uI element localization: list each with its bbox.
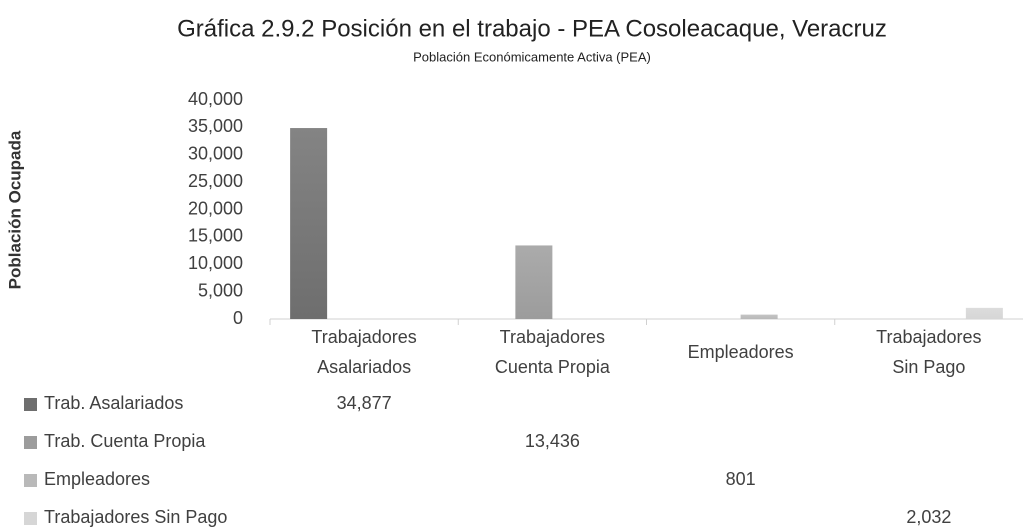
bar — [740, 314, 778, 319]
chart-subtitle: Población Económicamente Activa (PEA) — [413, 49, 651, 64]
table-value: 34,877 — [337, 393, 392, 413]
bar — [290, 128, 328, 319]
bar — [515, 245, 553, 319]
table-value: 13,436 — [525, 431, 580, 451]
y-tick-label: 15,000 — [188, 226, 243, 246]
y-tick-label: 20,000 — [188, 198, 243, 218]
x-tick-label: Trabajadores — [876, 327, 981, 347]
x-tick-label: Sin Pago — [892, 357, 965, 377]
legend-label: Trabajadores Sin Pago — [44, 507, 227, 527]
legend-swatch — [24, 512, 37, 525]
x-tick-label: Asalariados — [317, 357, 411, 377]
chart-title: Gráfica 2.9.2 Posición en el trabajo - P… — [177, 15, 887, 42]
bar — [965, 307, 1003, 319]
legend-label: Trab. Cuenta Propia — [44, 431, 206, 451]
x-tick-label: Trabajadores — [311, 327, 416, 347]
legend-label: Empleadores — [44, 469, 150, 489]
x-tick-label: Trabajadores — [500, 327, 605, 347]
x-tick-label: Cuenta Propia — [495, 357, 611, 377]
y-tick-label: 0 — [233, 308, 243, 328]
y-tick-label: 30,000 — [188, 144, 243, 164]
table-value: 801 — [726, 469, 756, 489]
legend-swatch — [24, 436, 37, 449]
y-tick-label: 25,000 — [188, 171, 243, 191]
legend-label: Trab. Asalariados — [44, 393, 183, 413]
y-tick-label: 35,000 — [188, 116, 243, 136]
legend-swatch — [24, 398, 37, 411]
x-tick-label: Empleadores — [688, 342, 794, 362]
y-axis-label: Población Ocupada — [5, 130, 24, 289]
legend-swatch — [24, 474, 37, 487]
y-tick-label: 40,000 — [188, 89, 243, 109]
table-value: 2,032 — [906, 507, 951, 527]
y-tick-label: 10,000 — [188, 253, 243, 273]
y-tick-label: 5,000 — [198, 280, 243, 300]
